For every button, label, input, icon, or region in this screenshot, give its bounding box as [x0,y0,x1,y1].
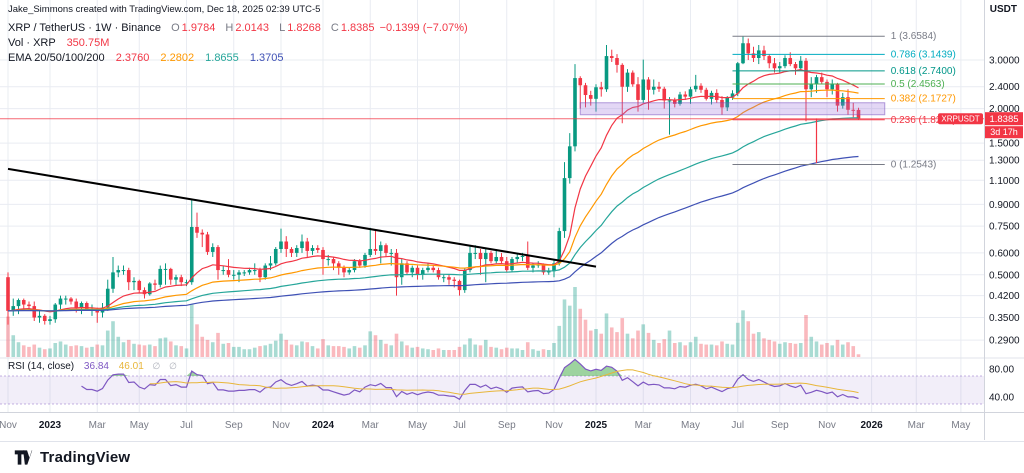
ema-20-line [7,68,859,313]
svg-text:2.0000: 2.0000 [989,104,1020,115]
open-label: O [171,22,180,34]
time-axis[interactable] [0,413,984,437]
svg-text:Nov: Nov [818,420,836,431]
svg-text:0.5000: 0.5000 [989,270,1020,281]
rsi-ma-line [149,369,859,395]
high-label: H [225,22,234,34]
fib-retracement [732,35,885,166]
fib-label: 0.618 (2.7400) [891,66,956,77]
svg-text:Jul: Jul [453,420,466,431]
volume-legend-row[interactable]: Vol · XRP 350.75M [8,36,468,51]
svg-text:May: May [951,420,970,431]
ema-label: EMA 20/50/100/200 [8,52,105,64]
svg-text:40.00: 40.00 [989,393,1014,404]
fib-label: 1 (3.6584) [891,31,937,42]
symbol-title[interactable]: XRP / TetherUS · 1W · Binance [8,22,162,34]
svg-text:0.6000: 0.6000 [989,248,1020,259]
svg-text:3d 17h: 3d 17h [990,127,1018,137]
tradingview-logo-icon[interactable] [14,449,33,466]
volume-label: Vol · XRP [8,37,56,49]
countdown-tag [985,126,1023,139]
fib-label: 0.236 (1.8217) [891,115,956,126]
svg-text:0.9000: 0.9000 [989,200,1020,211]
tradingview-wordmark[interactable]: TradingView [40,449,131,466]
low-label: L [279,22,286,34]
fib-label: 0.382 (2.1727) [891,94,956,105]
ema-value: 2.2802 [160,52,195,64]
volume-series [6,287,861,357]
svg-text:1.1000: 1.1000 [989,176,1020,187]
ema-200-line [7,155,859,312]
indicator-circle-icon[interactable]: ∅ [152,361,161,371]
close-label: C [330,22,339,34]
svg-text:Nov: Nov [272,420,290,431]
svg-text:Nov: Nov [0,420,17,431]
close-value: 1.8385 [340,22,375,34]
change-value: −0.1399 (−7.07%) [379,22,468,34]
symbol-price-tag [938,113,983,125]
last-price-tag [985,112,1023,126]
svg-text:Mar: Mar [89,420,107,431]
svg-text:2024: 2024 [312,420,335,431]
volume-value: 350.75M [66,37,110,49]
svg-text:2025: 2025 [585,420,608,431]
low-value: 1.8268 [287,22,321,34]
svg-text:0.4200: 0.4200 [989,291,1020,302]
ema-100-line [7,117,859,312]
svg-text:Sep: Sep [225,420,243,431]
svg-text:80.00: 80.00 [989,365,1014,376]
support-zone [579,102,886,116]
fib-label: 0.786 (3.1439) [891,49,956,60]
svg-text:Jul: Jul [731,420,744,431]
svg-text:Mar: Mar [908,420,926,431]
candlestick-series [6,36,861,325]
high-value: 2.0143 [235,22,269,34]
svg-text:0.2900: 0.2900 [989,336,1020,347]
price-axis-currency[interactable]: USDT [989,4,1017,15]
ema-50-line [7,89,859,312]
svg-text:Mar: Mar [635,420,653,431]
svg-text:Nov: Nov [545,420,563,431]
ema-value: 1.3705 [249,52,284,64]
svg-text:XRPUSDT: XRPUSDT [941,115,979,124]
svg-text:1.3000: 1.3000 [989,156,1020,167]
indicator-circle-icon[interactable]: ∅ [169,361,178,371]
rsi-legend-row[interactable]: RSI (14, close) 36.84 46.01 ∅ ∅ [8,361,177,372]
rsi-overbought-fill [81,359,859,376]
svg-text:Sep: Sep [771,420,789,431]
svg-text:Sep: Sep [498,420,516,431]
svg-text:3.0000: 3.0000 [989,56,1020,67]
svg-text:2.4000: 2.4000 [989,82,1020,93]
open-value: 1.9784 [181,22,216,34]
fib-label: 0.5 (2.4563) [891,79,945,90]
ema-value: 2.3760 [115,52,150,64]
svg-text:2023: 2023 [39,420,62,431]
svg-text:Mar: Mar [362,420,380,431]
svg-text:2026: 2026 [861,420,884,431]
svg-text:Jul: Jul [180,420,193,431]
footer-bar: TradingView [0,441,1024,473]
ema-value: 1.8655 [205,52,239,64]
ema-legend-row[interactable]: EMA 20/50/100/200 2.3760 2.2802 1.8655 1… [8,51,468,66]
svg-text:May: May [408,420,427,431]
svg-text:May: May [681,420,700,431]
rsi-label: RSI (14, close) [8,361,75,372]
rsi-value: 36.84 [83,361,109,372]
svg-text:1.8385: 1.8385 [989,114,1018,125]
attribution-text: Jake_Simmons created with TradingView.co… [8,4,321,15]
fib-label: 0 (1.2543) [891,160,937,171]
svg-text:May: May [130,420,149,431]
svg-text:0.3500: 0.3500 [989,313,1020,324]
svg-text:1.5000: 1.5000 [989,139,1020,150]
price-axis[interactable] [984,0,1024,412]
rsi-line [81,358,859,401]
svg-text:0.7500: 0.7500 [989,222,1020,233]
trendline [7,167,597,268]
rsi-ma-value: 46.01 [118,361,144,372]
chart-canvas[interactable]: 1 (3.6584) 0.786 (3.1439) 0.618 (2.7400) 0.… [0,0,1024,440]
